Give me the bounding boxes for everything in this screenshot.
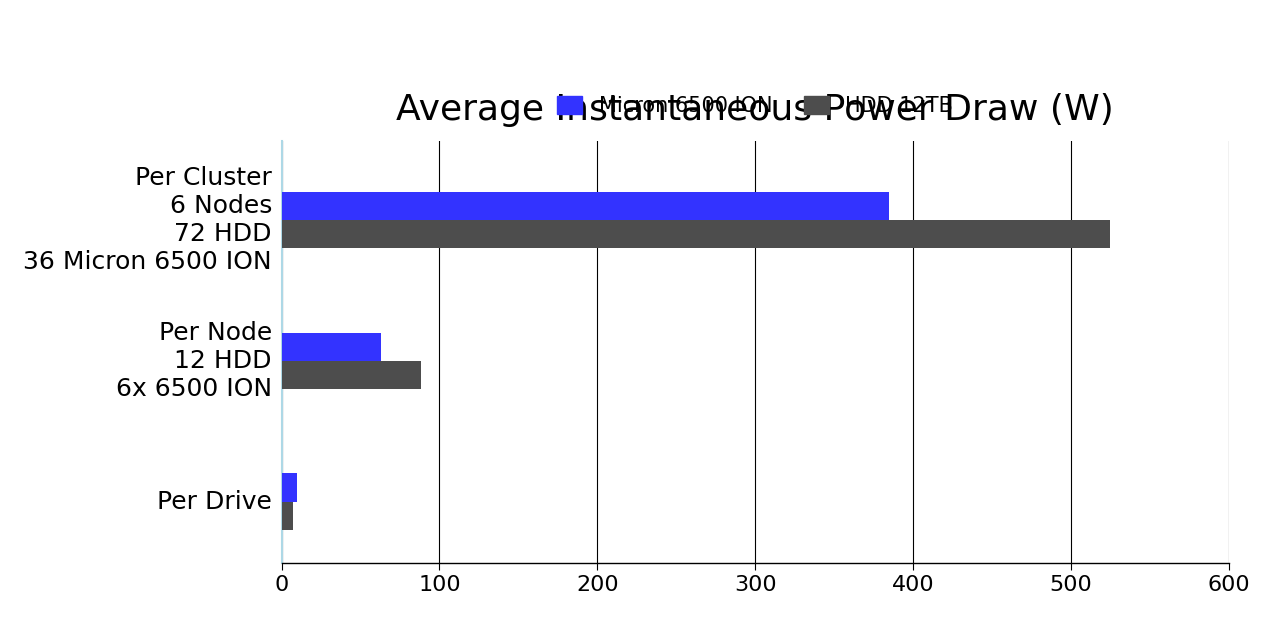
Bar bbox=[282, 192, 890, 220]
Bar bbox=[282, 220, 1111, 248]
Bar bbox=[282, 502, 293, 530]
Title: Average Instantaneous Power Draw (W): Average Instantaneous Power Draw (W) bbox=[397, 93, 1114, 127]
Bar bbox=[282, 361, 421, 389]
Legend: Micron 6500 ION, HDD 12TB: Micron 6500 ION, HDD 12TB bbox=[557, 96, 954, 116]
Bar bbox=[282, 474, 297, 502]
Bar bbox=[282, 333, 381, 361]
